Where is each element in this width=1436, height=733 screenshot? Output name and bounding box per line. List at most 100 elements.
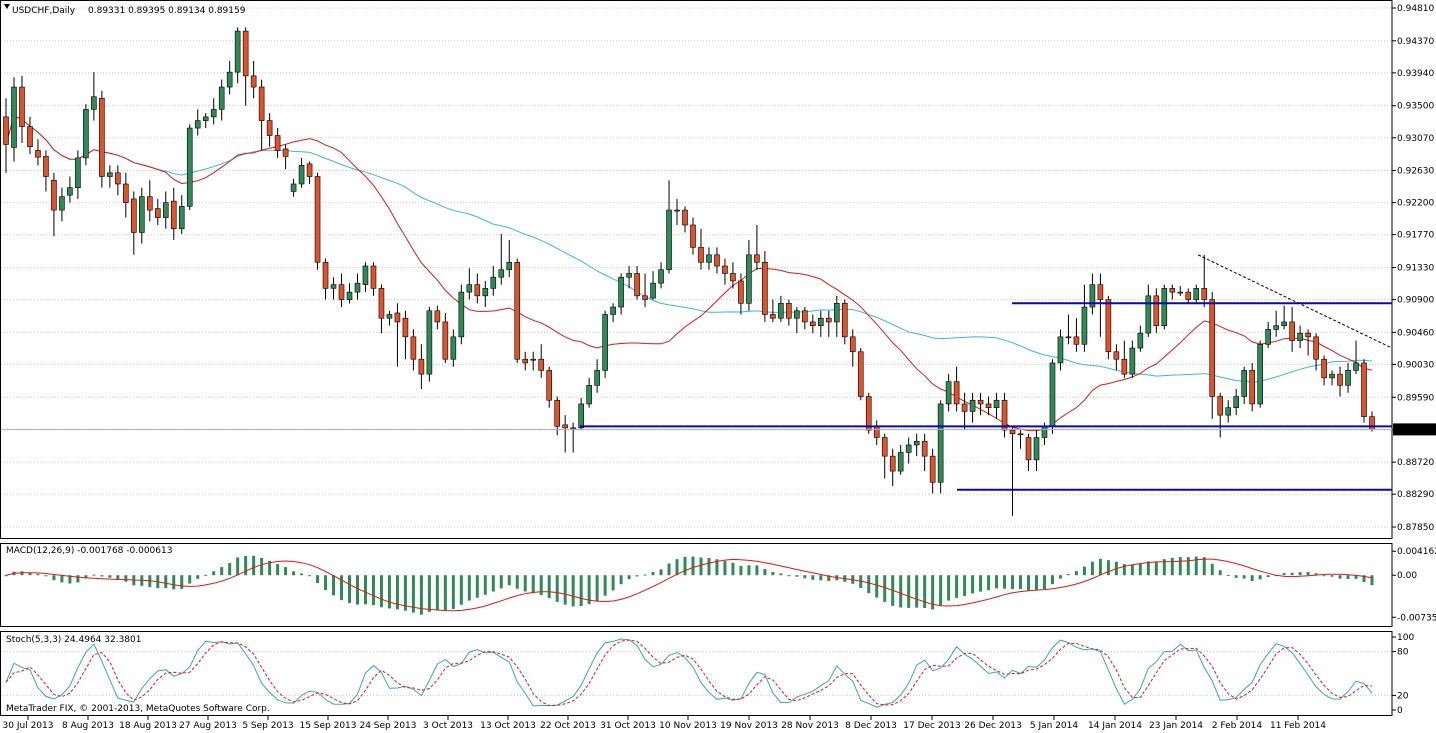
macd-bar — [172, 575, 176, 590]
macd-bar — [1338, 575, 1342, 579]
price-tick-label: 0.90900 — [1397, 296, 1434, 306]
date-tick-label: 24 Sep 2013 — [359, 721, 416, 731]
bull-candle — [466, 284, 473, 293]
macd-bar — [907, 575, 911, 608]
bull-candle — [1129, 347, 1136, 375]
macd-bar — [379, 575, 383, 608]
macd-bar — [1178, 557, 1182, 576]
bull-candle — [1017, 433, 1024, 436]
macd-bar — [1226, 574, 1230, 576]
bear-candle — [1289, 321, 1295, 341]
bull-candle — [778, 302, 784, 319]
macd-bar — [1154, 561, 1158, 576]
macd-bar — [52, 575, 56, 581]
macd-bar — [587, 575, 591, 605]
bull-candle — [1033, 437, 1040, 461]
bear-candle — [3, 116, 9, 145]
macd-bar — [371, 575, 375, 606]
dropdown-arrow-icon[interactable] — [4, 4, 10, 9]
bear-candle — [929, 455, 936, 483]
price-tick-label: 0.93070 — [1397, 134, 1434, 144]
macd-bar — [939, 575, 943, 606]
bull-candle — [530, 358, 537, 361]
bull-candle — [666, 209, 672, 271]
price-tick-label: 0.90460 — [1397, 328, 1434, 338]
macd-bar — [627, 575, 631, 580]
date-tick-label: 15 Sep 2013 — [299, 721, 356, 731]
bull-candle — [362, 265, 369, 285]
bull-candle — [1065, 336, 1072, 339]
bull-candle — [674, 209, 680, 212]
macd-bar — [340, 575, 344, 601]
bear-candle — [1249, 370, 1255, 405]
bull-candle — [1041, 426, 1048, 438]
bear-candle — [1105, 299, 1112, 353]
bear-candle — [642, 295, 648, 300]
bear-candle — [282, 148, 289, 157]
macd-bar — [707, 558, 711, 576]
macd-bar — [204, 574, 208, 576]
macd-bar — [1138, 563, 1142, 576]
bear-candle — [1097, 284, 1104, 300]
bear-candle — [51, 179, 57, 211]
macd-bar — [1258, 575, 1262, 580]
macd-bar — [467, 575, 471, 601]
macd-bar — [100, 575, 104, 577]
bear-candle — [99, 97, 105, 177]
macd-bar — [979, 575, 983, 592]
macd-bar — [1298, 572, 1302, 576]
macd-bar — [308, 575, 312, 577]
macd-bar — [1066, 574, 1070, 576]
bull-candle — [210, 109, 217, 118]
bull-candle — [218, 86, 225, 110]
macd-bar — [659, 569, 663, 576]
macd-bar — [252, 555, 256, 576]
bull-candle — [1057, 336, 1064, 364]
macd-tick-label: 0.00 — [1397, 571, 1417, 581]
macd-bar — [987, 575, 991, 591]
bull-candle — [1177, 291, 1184, 294]
price-tick-label: 0.89590 — [1397, 393, 1434, 403]
price-tick-label: 0.92200 — [1397, 199, 1434, 209]
macd-bar — [435, 575, 439, 611]
macd-bar — [300, 573, 304, 576]
bull-candle — [1273, 325, 1279, 330]
bear-candle — [378, 288, 385, 319]
macd-bar — [1330, 575, 1334, 577]
bear-candle — [722, 265, 728, 274]
macd-signal-line — [5, 558, 1373, 612]
macd-bar — [92, 574, 96, 576]
bear-candle — [1217, 396, 1224, 416]
macd-bar — [1354, 575, 1358, 579]
macd-bar — [1362, 575, 1366, 582]
bear-candle — [274, 135, 281, 151]
bull-candle — [11, 86, 17, 148]
date-tick-label: 8 Aug 2013 — [62, 721, 114, 731]
macd-bar — [475, 575, 479, 598]
bear-candle — [1169, 288, 1176, 293]
bull-candle — [298, 165, 305, 185]
bear-candle — [682, 209, 688, 226]
macd-bar — [419, 575, 423, 615]
macd-bar — [715, 559, 719, 576]
bear-candle — [27, 126, 33, 147]
macd-bar — [196, 575, 200, 579]
macd-bar — [955, 575, 959, 598]
bear-candle — [1361, 362, 1367, 417]
bear-candle — [1009, 429, 1016, 435]
macd-bar — [739, 565, 743, 576]
macd-bar — [1322, 575, 1326, 577]
date-tick-label: 3 Oct 2013 — [423, 721, 473, 731]
date-tick-label: 11 Feb 2014 — [1270, 721, 1326, 731]
macd-bar — [180, 575, 184, 589]
date-tick-label: 31 Oct 2013 — [600, 721, 656, 731]
bear-candle — [985, 403, 992, 408]
price-tick-label: 0.94370 — [1397, 37, 1434, 47]
macd-bar — [324, 575, 328, 591]
bull-candle — [818, 317, 824, 326]
macd-bar — [1098, 558, 1102, 576]
macd-bar — [603, 575, 607, 596]
bear-candle — [146, 196, 153, 211]
bull-candle — [1145, 295, 1152, 334]
macd-bar — [931, 575, 935, 610]
